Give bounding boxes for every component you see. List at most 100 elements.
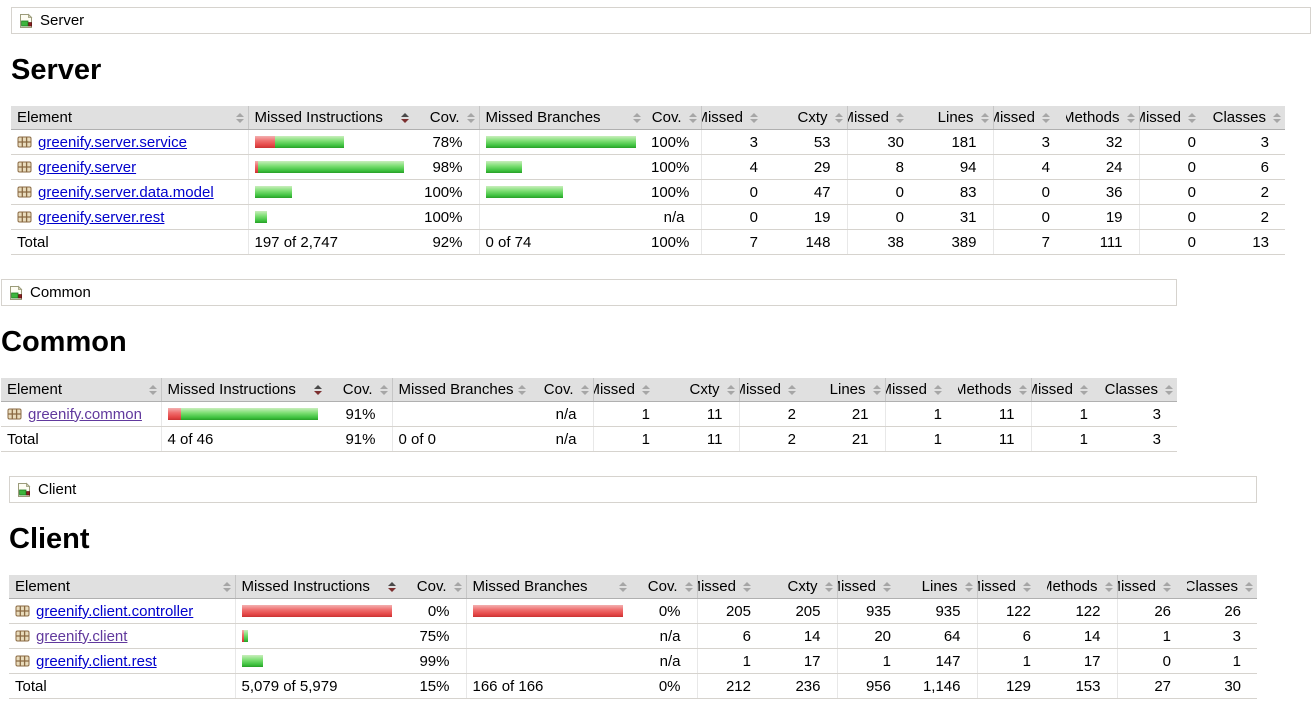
total-classes: 3 [1104,426,1177,452]
missed-bar-segment [167,408,181,420]
sort-icon [453,581,462,592]
column-header-missed-classes[interactable]: Missed [1116,575,1187,599]
missed-lines-value: 8 [846,154,920,180]
section-client: Client Client Element Missed Instruction… [9,476,1257,699]
package-link[interactable]: greenify.client.rest [36,652,157,670]
column-header-missed-classes[interactable]: Missed [1030,378,1104,402]
column-header-cov-branches[interactable]: Cov. [645,106,701,130]
column-header-missed-methods[interactable]: Missed [884,378,958,402]
total-classes: 13 [1212,229,1285,255]
total-branch-cov: n/a [527,426,593,452]
package-link[interactable]: greenify.client [36,627,128,645]
column-header-missed-lines[interactable]: Missed [836,575,907,599]
column-header-cxty[interactable]: Cxty [666,378,739,402]
sort-icon [1188,112,1196,123]
package-link[interactable]: greenify.server.service [38,133,187,151]
column-header-classes[interactable]: Classes [1187,575,1257,599]
missed-classes-value: 1 [1116,623,1187,649]
missed-cxty-value: 6 [696,623,767,649]
sort-icon [1273,112,1281,123]
branch-coverage-value: 0% [631,598,697,624]
table-row: greenify.server.service 78% 100% 3 53 30… [11,129,1285,155]
instruction-coverage-value: 78% [413,129,479,155]
lines-value: 181 [920,129,993,155]
column-header-classes[interactable]: Classes [1212,106,1285,130]
column-header-cov[interactable]: Cov. [413,106,479,130]
column-header-missed-cxty[interactable]: Missed [696,575,767,599]
column-header-classes[interactable]: Classes [1104,378,1177,402]
column-header-missed-lines[interactable]: Missed [846,106,920,130]
instruction-coverage-bar [254,161,408,173]
column-header-missed-instructions[interactable]: Missed Instructions [234,575,400,599]
column-header-missed-classes[interactable]: Missed [1138,106,1212,130]
column-header-element[interactable]: Element [11,106,248,130]
sort-icon-active [314,384,322,395]
missed-lines-value: 0 [846,179,920,205]
sort-icon [148,384,157,395]
column-header-cxty[interactable]: Cxty [774,106,847,130]
column-header-cov[interactable]: Cov. [326,378,392,402]
instruction-coverage-value: 99% [400,648,466,674]
classes-value: 3 [1104,401,1177,427]
missed-methods-value: 122 [976,598,1047,624]
column-header-element[interactable]: Element [9,575,235,599]
missed-classes-value: 0 [1116,648,1187,674]
package-link[interactable]: greenify.server [38,158,137,176]
column-header-missed-branches[interactable]: Missed Branches [465,575,631,599]
column-header-missed-instructions[interactable]: Missed Instructions [247,106,413,130]
total-missed-classes: 0 [1138,229,1212,255]
sort-icon [619,581,627,592]
total-branches: 0 of 74 [478,229,645,255]
sort-icon [580,384,589,395]
column-header-missed-methods[interactable]: Missed [992,106,1066,130]
column-header-missed-lines[interactable]: Missed [738,378,812,402]
column-header-cov-branches[interactable]: Cov. [631,575,697,599]
column-header-missed-instructions[interactable]: Missed Instructions [160,378,326,402]
column-header-cov[interactable]: Cov. [400,575,466,599]
instruction-coverage-bar [254,211,408,223]
total-lines: 389 [920,229,993,255]
total-missed-cxty: 7 [700,229,774,255]
column-header-missed-cxty[interactable]: Missed [700,106,774,130]
column-header-lines[interactable]: Lines [907,575,977,599]
coverage-table: Element Missed Instructions Cov. Missed … [11,106,1285,255]
column-header-lines[interactable]: Lines [812,378,885,402]
column-header-missed-branches[interactable]: Missed Branches [478,106,645,130]
covered-bar-segment [485,186,563,198]
total-instructions: 5,079 of 5,979 [234,673,400,699]
package-link[interactable]: greenify.common [28,405,142,423]
package-link[interactable]: greenify.server.data.model [38,183,214,201]
total-missed-lines: 2 [738,426,812,452]
column-header-methods[interactable]: Methods [1047,575,1117,599]
sort-icon [788,384,796,395]
column-header-methods[interactable]: Methods [1066,106,1139,130]
missed-lines-value: 2 [738,401,812,427]
package-icon [15,630,30,642]
instruction-coverage-value: 98% [413,154,479,180]
sort-icon [235,112,244,123]
table-row: greenify.server.data.model 100% 100% 0 4… [11,179,1285,205]
package-link[interactable]: greenify.client.controller [36,602,194,620]
missed-methods-value: 0 [992,204,1066,230]
sort-icon [872,384,881,395]
column-header-methods[interactable]: Methods [958,378,1031,402]
sort-icon [466,112,475,123]
instruction-coverage-value: 0% [400,598,466,624]
column-header-missed-branches[interactable]: Missed Branches [391,378,527,402]
missed-methods-value: 4 [992,154,1066,180]
column-header-missed-cxty[interactable]: Missed [592,378,666,402]
column-header-lines[interactable]: Lines [920,106,993,130]
sort-icon [964,581,973,592]
branch-coverage-bar-empty [391,401,527,427]
column-header-missed-methods[interactable]: Missed [976,575,1047,599]
package-link[interactable]: greenify.server.rest [38,208,165,226]
missed-bar-segment [241,630,244,642]
package-icon [17,211,32,223]
column-header-cxty[interactable]: Cxty [767,575,837,599]
missed-cxty-value: 205 [696,598,767,624]
column-header-cov-branches[interactable]: Cov. [527,378,593,402]
sort-icon [1165,384,1173,395]
page-title: Common [1,326,127,358]
total-missed-lines: 956 [836,673,907,699]
column-header-element[interactable]: Element [1,378,161,402]
